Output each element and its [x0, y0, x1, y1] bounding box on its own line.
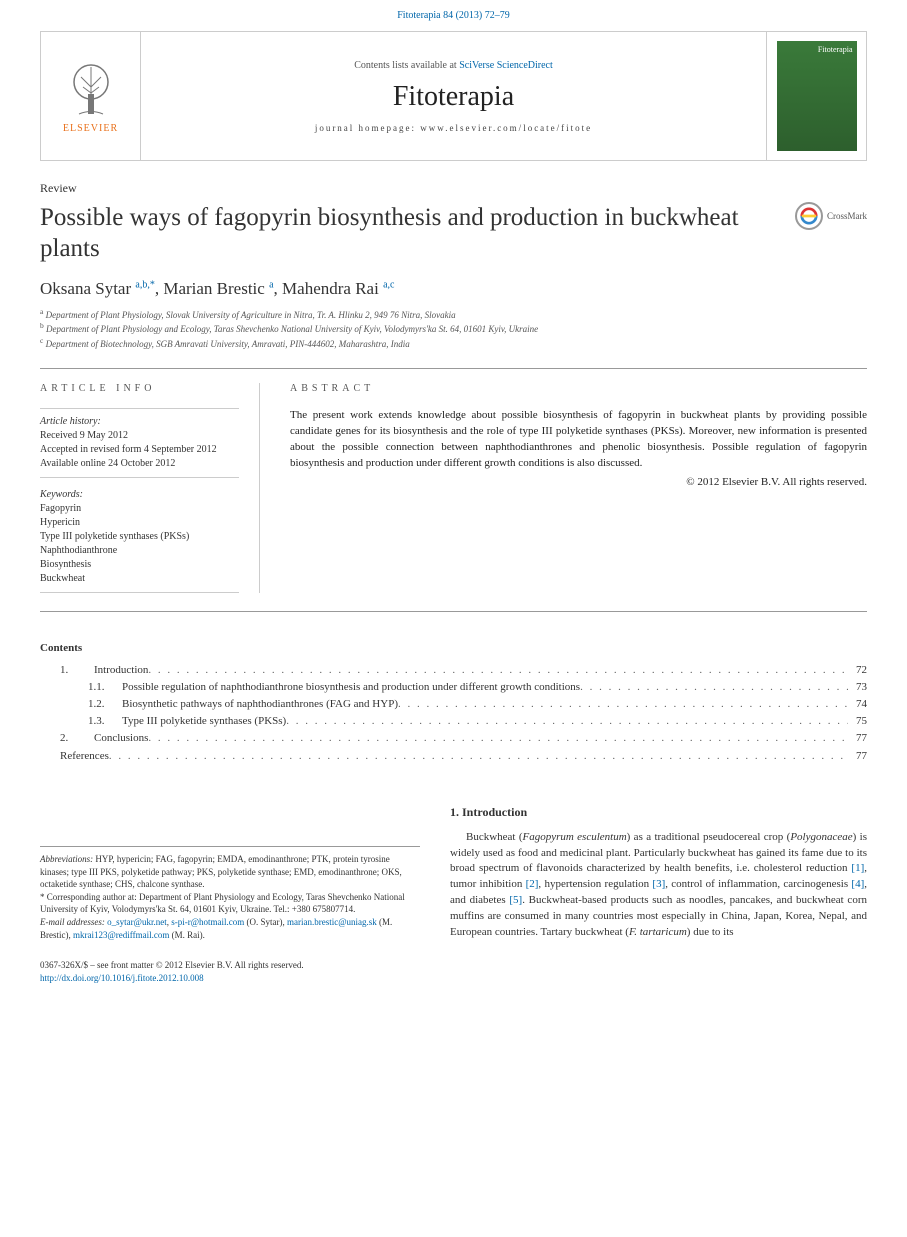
affiliation-line: b Department of Plant Physiology and Eco… [40, 321, 867, 336]
publisher-logo-block: ELSEVIER [41, 32, 141, 160]
email-link[interactable]: mkrai123@rediffmail.com [73, 930, 169, 940]
email-who: (M. Rai). [169, 930, 205, 940]
toc-title: References [60, 748, 109, 765]
toc-title: Biosynthetic pathways of naphthodianthro… [122, 696, 398, 713]
toc-entry[interactable]: 1.2. Biosynthetic pathways of naphthodian… [40, 696, 867, 713]
footnotes-column: Abbreviations: HYP, hypericin; FAG, fago… [40, 805, 420, 942]
toc-number: 1.1. [88, 679, 110, 696]
abstract-column: abstract The present work extends knowle… [290, 383, 867, 593]
toc-entry[interactable]: References 77 [40, 748, 867, 765]
introduction-heading: 1. Introduction [450, 805, 867, 820]
toc-number: 1. [60, 662, 82, 679]
toc-leader-dots [398, 696, 848, 713]
article-title: Possible ways of fagopyrin biosynthesis … [40, 202, 775, 265]
toc-page: 73 [856, 679, 867, 696]
footnotes: Abbreviations: HYP, hypericin; FAG, fago… [40, 846, 420, 941]
info-abstract-row: article info Article history: Received 9… [40, 383, 867, 593]
contents-available-line: Contents lists available at SciVerse Sci… [354, 60, 553, 71]
introduction-column: 1. Introduction Buckwheat (Fagopyrum esc… [450, 805, 867, 942]
section-divider [40, 368, 867, 369]
keywords-block: Keywords: FagopyrinHypericinType III pol… [40, 488, 239, 593]
abstract-text: The present work extends knowledge about… [290, 408, 867, 472]
header-citation: Fitoterapia 84 (2013) 72–79 [0, 0, 907, 31]
article-history: Article history: Received 9 May 2012Acce… [40, 408, 239, 478]
article-info-column: article info Article history: Received 9… [40, 383, 260, 593]
contents-prefix: Contents lists available at [354, 60, 456, 71]
article-info-heading: article info [40, 383, 239, 394]
toc-leader-dots [286, 713, 848, 730]
toc-page: 72 [856, 662, 867, 679]
affiliations: a Department of Plant Physiology, Slovak… [40, 307, 867, 351]
toc-page: 74 [856, 696, 867, 713]
abbreviations-footnote: Abbreviations: HYP, hypericin; FAG, fago… [40, 853, 420, 891]
toc-title: Introduction [94, 662, 148, 679]
contents-heading: Contents [40, 642, 867, 654]
toc-leader-dots [148, 730, 848, 747]
lower-two-column: Abbreviations: HYP, hypericin; FAG, fago… [40, 805, 867, 942]
authors-line: Oksana Sytar a,b,*, Marian Brestic a, Ma… [40, 279, 867, 299]
elsevier-tree-icon [61, 59, 121, 119]
email-link[interactable]: marian.brestic@uniag.sk [287, 917, 377, 927]
toc-title: Possible regulation of naphthodianthrone… [122, 679, 580, 696]
history-label: Article history: [40, 415, 239, 429]
introduction-paragraph: Buckwheat (Fagopyrum esculentum) as a tr… [450, 830, 867, 942]
journal-name: Fitoterapia [393, 81, 514, 113]
toc-leader-dots [148, 662, 848, 679]
abstract-copyright: © 2012 Elsevier B.V. All rights reserved… [290, 476, 867, 488]
history-line: Available online 24 October 2012 [40, 457, 239, 471]
keyword: Biosynthesis [40, 558, 239, 572]
page-footer: 0367-326X/$ – see front matter © 2012 El… [40, 959, 867, 984]
journal-homepage[interactable]: journal homepage: www.elsevier.com/locat… [315, 123, 592, 133]
journal-cover-thumbnail: Fitoterapia [777, 41, 857, 151]
sciencedirect-link[interactable]: SciVerse ScienceDirect [459, 60, 553, 71]
journal-banner: ELSEVIER Contents lists available at Sci… [40, 31, 867, 161]
affiliation-line: c Department of Biotechnology, SGB Amrav… [40, 336, 867, 351]
doi-link[interactable]: http://dx.doi.org/10.1016/j.fitote.2012.… [40, 973, 204, 983]
keyword: Buckwheat [40, 572, 239, 586]
toc-title: Type III polyketide synthases (PKSs) [122, 713, 286, 730]
toc-page: 77 [856, 748, 867, 765]
history-line: Received 9 May 2012 [40, 429, 239, 443]
email-footnote: E-mail addresses: o_sytar@ukr.net, s-pi-… [40, 916, 420, 941]
email-link[interactable]: s-pi-r@hotmail.com [171, 917, 244, 927]
toc-page: 75 [856, 713, 867, 730]
table-of-contents: 1. Introduction 72 1.1. Possible regulation… [40, 662, 867, 764]
toc-title: Conclusions [94, 730, 148, 747]
email-label: E-mail addresses: [40, 917, 105, 927]
elsevier-label: ELSEVIER [63, 123, 118, 134]
abbrev-label: Abbreviations: [40, 854, 93, 864]
toc-entry[interactable]: 1. Introduction 72 [40, 662, 867, 679]
toc-entry[interactable]: 2. Conclusions 77 [40, 730, 867, 747]
toc-number: 1.2. [88, 696, 110, 713]
email-link[interactable]: o_sytar@ukr.net [107, 917, 167, 927]
crossmark-label: CrossMark [827, 211, 867, 221]
crossmark-icon [795, 202, 823, 230]
toc-number: 1.3. [88, 713, 110, 730]
keyword: Fagopyrin [40, 502, 239, 516]
affiliation-line: a Department of Plant Physiology, Slovak… [40, 307, 867, 322]
toc-number: 2. [60, 730, 82, 747]
email-who: (O. Sytar), [244, 917, 287, 927]
section-divider [40, 611, 867, 612]
corr-text: Corresponding author at: Department of P… [40, 892, 405, 915]
issn-line: 0367-326X/$ – see front matter © 2012 El… [40, 959, 867, 972]
keyword: Type III polyketide synthases (PKSs) [40, 530, 239, 544]
keyword: Hypericin [40, 516, 239, 530]
article-type: Review [40, 181, 867, 196]
toc-leader-dots [109, 748, 848, 765]
toc-leader-dots [580, 679, 848, 696]
article-head: Review Possible ways of fagopyrin biosyn… [40, 181, 867, 350]
toc-entry[interactable]: 1.1. Possible regulation of naphthodianth… [40, 679, 867, 696]
corresponding-author-footnote: * Corresponding author at: Department of… [40, 891, 420, 916]
history-line: Accepted in revised form 4 September 201… [40, 443, 239, 457]
abbrev-text: HYP, hypericin; FAG, fagopyrin; EMDA, em… [40, 854, 402, 889]
cover-thumbnail-block: Fitoterapia [766, 32, 866, 160]
keyword: Naphthodianthrone [40, 544, 239, 558]
keywords-label: Keywords: [40, 488, 239, 502]
abstract-heading: abstract [290, 383, 867, 394]
crossmark-badge[interactable]: CrossMark [795, 202, 867, 230]
banner-center: Contents lists available at SciVerse Sci… [141, 32, 766, 160]
toc-page: 77 [856, 730, 867, 747]
toc-entry[interactable]: 1.3. Type III polyketide synthases (PKSs)… [40, 713, 867, 730]
